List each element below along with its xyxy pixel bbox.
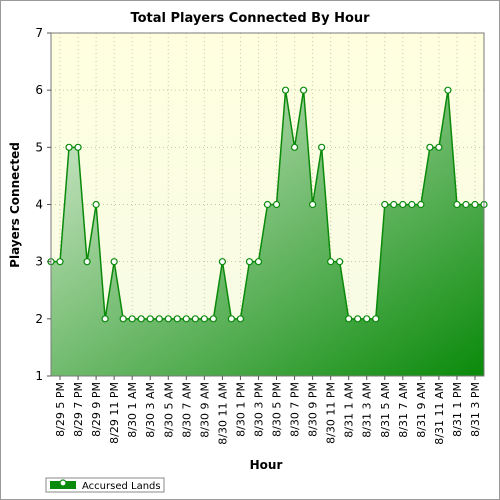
x-tick-label: 8/30 9 AM [198,382,211,438]
x-tick-label: 8/31 11 AM [433,382,446,445]
y-axis-title: Players Connected [8,142,22,268]
data-point [444,86,452,94]
y-tick-label: 1 [35,369,43,383]
data-point [309,200,317,209]
data-point [182,315,190,323]
x-tick-label: 8/31 3 AM [361,382,374,438]
y-tick-label: 7 [35,26,43,40]
y-tick-label: 6 [35,83,43,97]
x-tick-label: 8/30 5 PM [271,382,284,437]
data-point [327,258,335,266]
data-point [65,143,73,151]
x-tick-label: 8/31 3 PM [469,382,482,437]
x-tick-label: 8/29 9 PM [90,382,103,437]
data-point [281,86,290,94]
data-point [318,143,326,151]
x-tick-label: 8/30 1 AM [126,382,139,438]
y-tick-label: 2 [35,312,43,326]
data-point [435,143,443,151]
data-point [128,315,136,323]
data-point [227,315,236,323]
data-point [173,315,181,323]
y-tick-label: 5 [35,140,43,154]
x-tick-label: 8/31 1 AM [343,382,356,438]
y-tick-label: 4 [35,198,43,212]
data-point [254,258,263,266]
data-point [119,315,127,323]
x-tick-label: 8/29 5 PM [54,382,67,437]
data-point [372,315,380,323]
legend-marker [59,479,67,487]
data-point [408,200,416,209]
x-tick-label: 8/31 7 AM [397,382,410,438]
data-point [272,200,281,209]
data-point [74,143,82,151]
data-point [299,86,308,94]
data-point [354,315,362,323]
data-point [471,200,479,209]
data-point [399,200,407,209]
data-point [462,200,470,209]
data-point [263,200,272,209]
x-tick-label: 8/30 9 PM [307,382,320,437]
data-point [56,258,64,266]
data-point [363,315,371,323]
x-axis-title: Hour [250,458,283,472]
x-axis-ticks: 8/29 5 PM 8/29 7 PM 8/29 9 PM 8/29 11 PM 8/3… [54,376,482,445]
x-tick-label: 8/30 1 PM [234,382,247,437]
data-point [453,200,461,209]
data-point [110,258,118,266]
chart-title: Total Players Connected By Hour [130,11,370,26]
data-point [381,200,389,209]
data-point [426,143,434,151]
x-tick-label: 8/31 9 AM [415,382,428,438]
data-markers [47,86,488,323]
x-tick-label: 8/31 5 AM [379,382,392,438]
data-point [390,200,398,209]
x-tick-label: 8/29 11 PM [108,382,121,444]
data-point [92,200,100,209]
data-point [290,143,299,151]
data-point [191,315,199,323]
data-point [345,315,353,323]
x-tick-label: 8/30 7 PM [289,382,302,437]
data-point [245,258,254,266]
y-axis-ticks: 1 2 3 4 5 6 7 [35,26,51,383]
data-point [137,315,145,323]
x-tick-label: 8/31 1 PM [451,382,464,437]
data-point [83,258,91,266]
data-point [209,315,217,323]
x-tick-label: 8/30 7 AM [180,382,193,438]
x-tick-label: 8/30 3 PM [252,382,265,437]
x-tick-label: 8/30 5 AM [162,382,175,438]
legend-label: Accursed Lands [82,481,161,492]
x-tick-label: 8/29 7 PM [72,382,85,437]
x-tick-label: 8/30 3 AM [144,382,157,438]
y-tick-label: 3 [35,255,43,269]
data-point [218,258,226,266]
data-point [236,315,245,323]
area-fill [51,90,484,377]
legend: Accursed Lands [45,477,165,493]
data-point [146,315,154,323]
data-point [155,315,163,323]
data-point [200,315,208,323]
data-point [101,315,109,323]
x-tick-label: 8/30 11 PM [325,382,338,444]
data-point [336,258,344,266]
x-tick-label: 8/30 11 AM [216,382,229,445]
data-point [164,315,172,323]
data-point [417,200,425,209]
